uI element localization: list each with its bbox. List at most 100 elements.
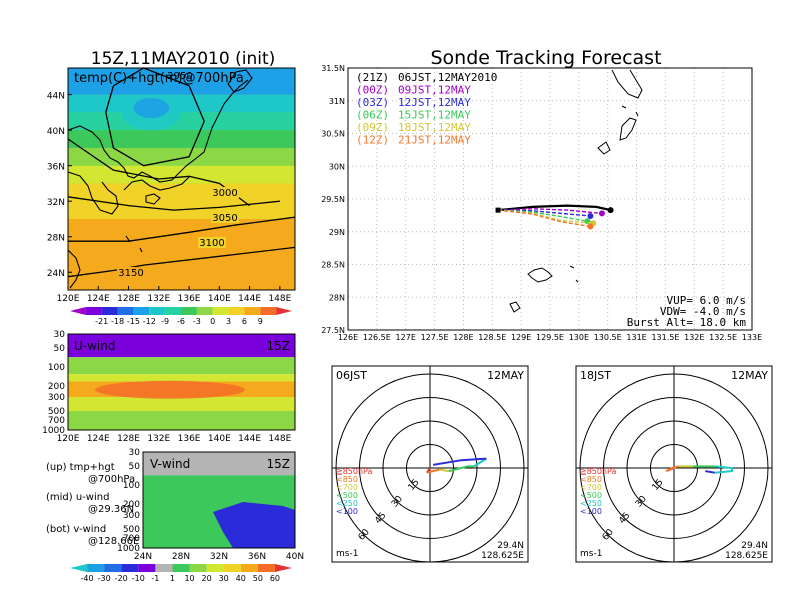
contour-label-bg [198,237,226,248]
u-wind-lon-labels: 120E 124E 128E 132E 136E 140E 144E 148E [57,434,292,444]
colorbar-swatch [260,307,277,315]
hodograph-time: 18JST [580,369,611,382]
v-pressure-label: 50 [129,462,141,472]
map-frame [67,67,296,291]
hodograph-trace [448,465,474,473]
colorbar-swatch [70,307,86,315]
track-burst-point [587,213,594,220]
u-lon-label: 124E [87,434,110,444]
contour-label-bg [211,187,239,198]
u-lon-label: 140E [208,434,231,444]
wind-colorbar-label: 1 [170,574,175,583]
coastline-islands [509,69,643,313]
wind-colorbar-swatch [240,564,258,572]
height-contour [67,196,280,211]
hodograph-level-label: <100 [336,507,358,516]
map-lon-label: 148E [268,294,291,304]
launch-site-marker [495,207,501,213]
hodograph-level-label: ≧850hPa [580,467,617,476]
track-lat-label: 27.5N [321,326,345,335]
v-pressure-label: 300 [123,511,140,521]
track-burst-point [598,210,605,217]
coastline-japan [67,69,253,289]
hodograph-trace [714,465,733,474]
note-bot-level: @128.66E [88,536,139,547]
colorbar-label: 6 [242,317,247,326]
hodograph-trace [426,468,440,474]
u-wind-bands [68,334,295,430]
track-lat-label: 29.5N [321,195,345,204]
v-lat-label: 28N [172,552,190,562]
map-lon-label: 120E [57,294,80,304]
param-vdw: VDW= -4.0 m/s [660,305,746,318]
map-lat-label: 32N [47,198,65,208]
track-lon-label: 129.5E [536,333,564,342]
wind-colorbar-swatch [189,564,207,572]
note-up-level: @700hPa [88,474,135,485]
track-lon-label: 127.5E [421,333,449,342]
cold-core-inner [133,97,170,118]
track-line [498,209,591,217]
track-line [498,209,591,228]
u-wind-band [68,357,295,375]
wind-colorbar-swatch [257,564,275,572]
map-lat-label: 24N [47,269,65,279]
temperature-band [68,94,295,113]
contour-label: 3100 [199,238,224,249]
u-wind-frame [67,333,296,431]
track-lon-label: 132.5E [709,333,737,342]
v-lat-label: 32N [210,552,228,562]
temperature-colorbar: -21 -18 -15 -12 -9 -6 -3 0 3 6 9 [70,307,292,326]
u-lon-label: 148E [268,434,291,444]
track-lat-label: 30N [329,162,345,171]
map-lon-label: 136E [178,294,201,304]
track-legend-code: (12Z) [356,134,389,147]
param-vup: VUP= 6.0 m/s [667,294,746,307]
map-lat-label: 36N [47,163,65,173]
track-lat-label: 31N [329,97,345,106]
track-lon-label: 131.5E [651,333,679,342]
u-wind-band [68,374,295,382]
wind-colorbar-swatch [206,564,224,572]
track-line [498,208,602,215]
v-wind-upper-band [143,452,295,476]
track-lines [495,204,614,230]
colorbar-label: -9 [161,317,169,326]
u-lon-label: 120E [57,434,80,444]
track-legend-text: 15JST,12MAY [398,109,471,122]
temperature-band [68,218,295,290]
colorbar-swatch [244,307,261,315]
v-wind-label: V-wind [150,457,190,471]
hodograph-unit: ms-1 [580,549,602,559]
map-label: temp(C)+hgt(m)@700hPa [74,71,244,86]
map-lon-label: 132E [147,294,170,304]
track-lat-labels: 31.5N 31N 30.5N 30N 29.5N 29N 28.5N 28N 27.5N [321,64,345,335]
u-pressure-label: 200 [48,382,65,392]
left-title: 15Z,11MAY2010 (init) [91,49,276,69]
track-lon-label: 128E [453,333,473,342]
temperature-height-map: 3000 3050 3100 3150 2950 temp(C)+hgt(m)@700h… [47,67,296,326]
track-legend-code: (09Z) [356,121,389,134]
v-lat-label: 24N [134,552,152,562]
colorbar-label: -21 [95,317,108,326]
track-legend-code: (00Z) [356,84,389,97]
track-legend-text: 18JST,12MAY [398,121,471,134]
hodograph-level-label: <850 [580,475,602,484]
wind-colorbar-label: 60 [270,574,280,583]
wind-colorbar-swatch [223,564,241,572]
note-up: (up) tmp+hgt [46,462,115,473]
u-pressure-label: 30 [54,330,66,340]
hodograph-trace [705,470,715,474]
u-pressure-label: 700 [48,416,65,426]
v-wind-frame [142,451,296,549]
map-lon-labels: 120E 124E 128E 132E 136E 140E 144E 148E [57,286,292,304]
wind-colorbar-swatch [155,564,173,572]
colorbar-swatch [101,307,118,315]
contour-label: 3050 [212,213,237,224]
hodograph-trace [439,468,449,473]
u-wind-jet-core [95,380,245,399]
track-legend-text: 09JST,12MAY [398,84,471,97]
